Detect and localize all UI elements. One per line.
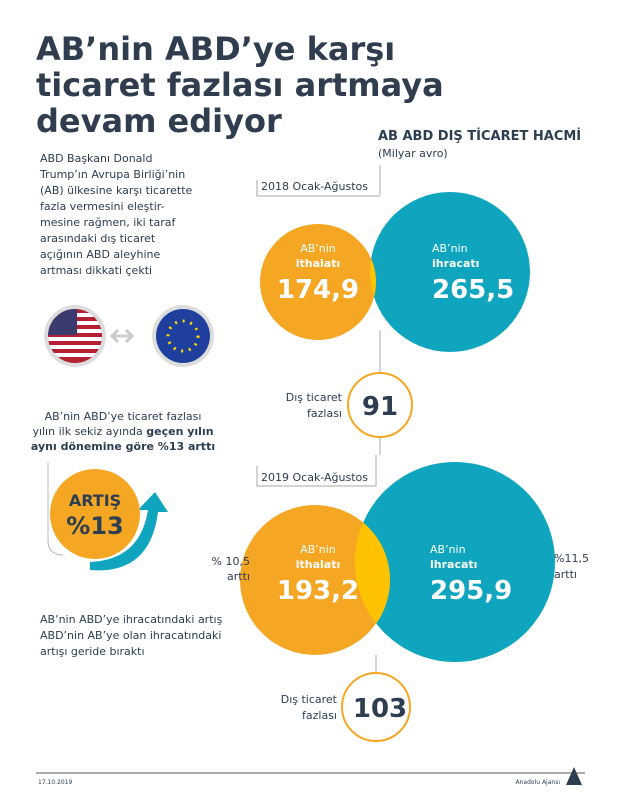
import-circle: [260, 224, 376, 340]
logo: [566, 767, 582, 785]
import-circle: [240, 505, 390, 655]
import-label: AB’nin: [300, 242, 336, 255]
intro-line: ABD Başkanı Donald: [40, 152, 152, 165]
growth-label: arttı: [227, 570, 250, 583]
import-value: 193,2: [277, 576, 359, 606]
section-unit: (Milyar avro): [378, 147, 448, 160]
growth-label: %11,5: [554, 552, 589, 565]
export-value: 295,9: [430, 576, 512, 606]
note-part: geçen yılın: [146, 425, 213, 438]
eu-flag: [156, 309, 210, 363]
intro-line: mesine rağmen, iki taraf: [40, 216, 176, 229]
badge: [50, 469, 140, 559]
conclusion-line: ABD’nin AB’ye olan ihracatındaki: [40, 629, 221, 642]
export-label: ihracatı: [430, 558, 477, 571]
footer-date: 17.10.2019: [38, 779, 73, 786]
badge-label: ARTIŞ: [69, 491, 121, 510]
arrow: [109, 328, 135, 344]
import-value: 174,9: [277, 275, 359, 305]
growth-arrow: [90, 492, 168, 571]
note-line: yılın ilk sekiz ayında geçen yılın: [32, 425, 213, 438]
intro-line: arasındaki dış ticaret: [40, 232, 156, 245]
note-line: aynı dönemine göre %13 arttı: [31, 440, 215, 453]
surplus-label: fazlası: [302, 709, 337, 722]
footer: 17.10.2019 Anadolu Ajansı: [36, 767, 585, 786]
import-label: AB’nin: [300, 543, 336, 556]
note-line: AB’nin ABD’ye ticaret fazlası: [45, 410, 202, 423]
export-circle: [370, 192, 530, 352]
intro-line: artması dikkati çekti: [40, 264, 152, 277]
badge-value: %13: [66, 512, 123, 540]
export-label: AB’nin: [430, 543, 466, 556]
label-frame: [256, 180, 380, 197]
conclusion-line: AB’nin ABD’ye ihracatındaki artış: [40, 613, 223, 626]
export-circle: [355, 462, 555, 662]
conclusion-line: artışı geride bıraktı: [40, 645, 145, 658]
increase: AB’nin ABD’ye ticaret fazlası yılın ilk …: [31, 410, 215, 571]
note-part: yılın ilk sekiz ayında: [32, 425, 146, 438]
bracket: [47, 462, 64, 556]
surplus-circle: [341, 672, 411, 742]
flags: [44, 305, 214, 367]
growth-label: arttı: [554, 568, 577, 581]
surplus-label: Dış ticaret: [281, 693, 338, 706]
import-label: ithalatı: [296, 558, 341, 571]
section-title: AB ABD DIŞ TİCARET HACMİ: [378, 128, 581, 144]
intro-line: (AB) ülkesine karşı ticarette: [40, 184, 193, 197]
surplus-value: 91: [362, 392, 398, 422]
growth-label: % 10,5: [212, 555, 250, 568]
period-2018: 2018 Ocak-Ağustos AB’nin ithalatı 174,9 …: [256, 180, 530, 455]
surplus-value: 103: [353, 694, 407, 724]
eu-stars: [166, 319, 200, 353]
surplus-label: fazlası: [307, 407, 342, 420]
label-frame: [256, 455, 377, 487]
title: AB’nin ABD’ye karşı ticaret fazlası artm…: [36, 30, 444, 140]
intro-line: fazla vermesini eleştir-: [40, 200, 165, 213]
period-label: 2019 Ocak-Ağustos: [261, 471, 368, 484]
period-2019: 2019 Ocak-Ağustos AB’nin ithalatı 193,2 …: [212, 455, 589, 742]
title-line: ticaret fazlası artmaya: [36, 66, 444, 104]
export-label: AB’nin: [432, 242, 468, 255]
title-line: devam ediyor: [36, 102, 282, 140]
export-value: 265,5: [432, 275, 514, 305]
title-line: AB’nin ABD’ye karşı: [36, 30, 395, 68]
intro: ABD Başkanı Donald Trump’ın Avrupa Birli…: [39, 152, 193, 277]
intro-line: Trump’ın Avrupa Birliği’nin: [39, 168, 185, 181]
intro-line: açığının ABD aleyhine: [40, 248, 160, 261]
conclusion: AB’nin ABD’ye ihracatındaki artış ABD’ni…: [40, 613, 223, 658]
export-label: ihracatı: [432, 257, 479, 270]
period-label: 2018 Ocak-Ağustos: [261, 180, 368, 193]
footer-source: Anadolu Ajansı: [516, 779, 561, 786]
import-label: ithalatı: [296, 257, 341, 270]
surplus-label: Dış ticaret: [286, 391, 343, 404]
